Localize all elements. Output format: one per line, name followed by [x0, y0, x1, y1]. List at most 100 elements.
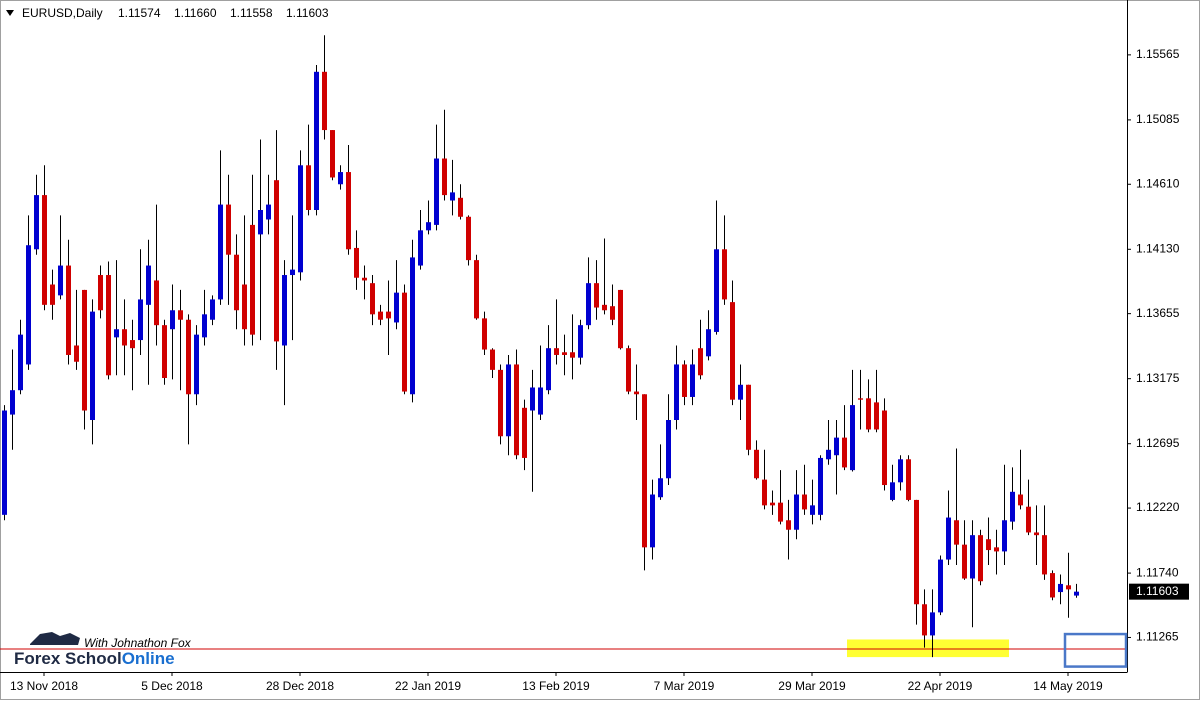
- x-tick-label: 13 Feb 2019: [522, 679, 590, 693]
- candle-body: [714, 249, 719, 332]
- candle-body: [274, 180, 279, 342]
- candle-body: [442, 158, 447, 196]
- candle-body: [1026, 506, 1031, 533]
- candle-body: [122, 329, 127, 346]
- candle-body: [434, 158, 439, 225]
- highlight-zone: [847, 639, 1009, 658]
- candle-body: [18, 334, 23, 391]
- candle-body: [994, 547, 999, 552]
- candle-body: [938, 559, 943, 613]
- candle-body: [482, 318, 487, 350]
- candle-body: [602, 304, 607, 311]
- candle-body: [562, 352, 567, 355]
- y-tick-label: 1.12695: [1136, 436, 1180, 450]
- candle-body: [538, 387, 543, 415]
- candle-body: [1074, 591, 1079, 596]
- candle-body: [298, 165, 303, 273]
- y-tick-label: 1.13655: [1136, 306, 1180, 320]
- menu-triangle[interactable]: [6, 10, 14, 16]
- candle-body: [658, 478, 663, 498]
- candle-body: [762, 479, 767, 506]
- candle-body: [2, 410, 7, 515]
- candle-body: [1002, 520, 1007, 552]
- candle-body: [506, 364, 511, 437]
- candle-body: [114, 329, 119, 338]
- candle-body: [682, 364, 687, 397]
- watermark-brand-accent: Online: [122, 649, 175, 668]
- quote-value: 1.11558: [230, 6, 273, 20]
- candle-body: [722, 249, 727, 300]
- candle-body: [650, 494, 655, 548]
- logo-bull-bear: [30, 632, 80, 645]
- candle-body: [842, 437, 847, 468]
- x-tick-label: 14 May 2019: [1033, 679, 1103, 693]
- candle-body: [1010, 491, 1015, 522]
- candle-body: [1058, 583, 1063, 593]
- quote-value: 1.11660: [174, 6, 217, 20]
- candle-body: [874, 402, 879, 430]
- candle-body: [954, 520, 959, 545]
- candle-body: [402, 292, 407, 392]
- candle-body: [474, 260, 479, 319]
- candle-body: [690, 364, 695, 397]
- candle-body: [426, 222, 431, 231]
- candle-body: [946, 517, 951, 560]
- candle-body: [914, 499, 919, 605]
- candle-body: [1050, 573, 1055, 598]
- candle-body: [906, 459, 911, 500]
- watermark-tagline: With Johnathon Fox: [84, 636, 192, 650]
- candle-body: [258, 210, 263, 235]
- candle-body: [106, 275, 111, 376]
- candle-body: [786, 520, 791, 530]
- candle-body: [346, 172, 351, 250]
- candle-body: [890, 482, 895, 500]
- candle-body: [834, 437, 839, 456]
- candle-body: [962, 544, 967, 579]
- candle-body: [418, 230, 423, 266]
- candle-body: [266, 204, 271, 220]
- candle-body: [794, 494, 799, 530]
- candle-body: [770, 502, 775, 506]
- candle-body: [314, 71, 319, 210]
- candle-body: [202, 314, 207, 338]
- candle-body: [138, 299, 143, 341]
- watermark-brand: Forex SchoolOnline: [14, 649, 175, 668]
- y-tick-label: 1.11265: [1136, 630, 1179, 644]
- x-tick-label: 22 Apr 2019: [908, 679, 973, 693]
- candle-body: [666, 420, 671, 479]
- candle-body: [986, 539, 991, 551]
- candle-body: [634, 391, 639, 395]
- candle-body: [218, 204, 223, 300]
- candle-body: [26, 245, 31, 365]
- candle-body: [642, 394, 647, 548]
- y-tick-label: 1.12220: [1136, 500, 1180, 514]
- candle-body: [322, 71, 327, 131]
- candle-body: [178, 310, 183, 320]
- candle-body: [594, 283, 599, 308]
- candle-body: [82, 289, 87, 411]
- candle-body: [802, 494, 807, 510]
- candle-body: [738, 384, 743, 400]
- x-tick-label: 28 Dec 2018: [266, 679, 334, 693]
- candle-body: [290, 269, 295, 276]
- candle-body: [338, 172, 343, 185]
- y-tick-label: 1.11740: [1136, 565, 1179, 579]
- x-tick-label: 5 Dec 2018: [141, 679, 203, 693]
- candle-body: [34, 195, 39, 250]
- candle-body: [826, 449, 831, 460]
- candle-body: [306, 165, 311, 210]
- candle-body: [162, 325, 167, 378]
- candle-body: [570, 352, 575, 358]
- candle-body: [1066, 585, 1071, 590]
- candle-body: [378, 311, 383, 320]
- y-tick-label: 1.15085: [1136, 112, 1180, 126]
- candle-body: [410, 257, 415, 395]
- candle-body: [930, 612, 935, 636]
- candle-body: [74, 345, 79, 362]
- candle-body: [370, 283, 375, 315]
- candle-body: [922, 604, 927, 636]
- quote-value: 1.11603: [286, 6, 329, 20]
- candle-body: [618, 289, 623, 349]
- candle-body: [554, 348, 559, 355]
